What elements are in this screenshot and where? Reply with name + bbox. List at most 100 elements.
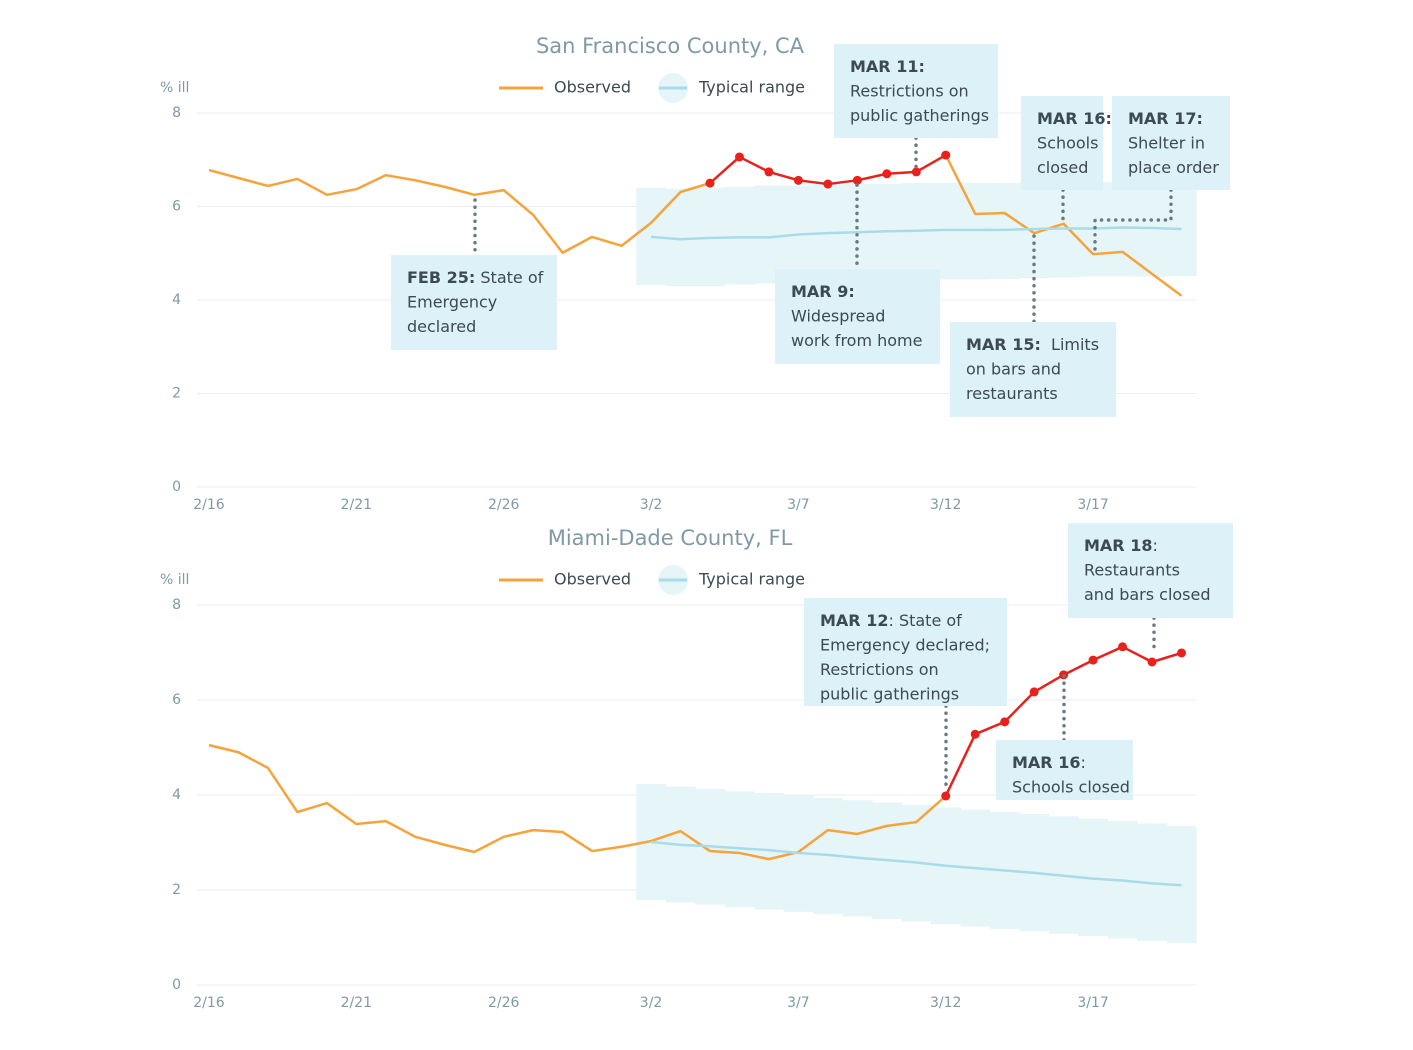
annotation-text: : <box>1152 536 1157 555</box>
annotation-text: Restrictions on <box>850 81 969 100</box>
typical-line <box>650 226 1182 241</box>
highlight-point <box>882 169 892 179</box>
annotation-text: Emergency declared; <box>820 635 990 654</box>
annotation-box <box>804 598 1007 706</box>
x-tick-label: 2/16 <box>193 497 225 513</box>
y-tick-label: 0 <box>172 977 181 993</box>
annotation-box <box>1068 523 1233 618</box>
x-tick-label: 3/2 <box>640 995 663 1011</box>
annotation-text: public gatherings <box>820 684 959 703</box>
legend-label: Observed <box>554 78 631 97</box>
highlight-point <box>1177 648 1187 658</box>
annotation-label: MAR 17: <box>1128 109 1203 128</box>
annotation: MAR 17: Shelter in place order <box>1128 109 1219 177</box>
annotation-text: Restrictions on <box>820 660 939 679</box>
x-tick-label: 3/7 <box>787 995 810 1011</box>
highlight-point <box>823 179 833 189</box>
x-tick-label: 2/21 <box>341 497 372 513</box>
x-tick-label: 2/26 <box>488 995 520 1011</box>
x-tick-label: 3/7 <box>787 497 810 513</box>
highlight-point <box>705 178 715 188</box>
highlight-point <box>1029 687 1039 697</box>
annotation-text: Restaurants <box>1084 560 1180 579</box>
plot: Miami-Dade County, FL % ill 0 2 4 6 8 2/16 2/21 2… <box>160 523 1233 1011</box>
y-tick-label: 2 <box>172 882 181 898</box>
annotation-label: MAR 11: <box>850 57 925 76</box>
annotation-text: State of <box>475 268 543 287</box>
annotation-text: Schools closed <box>1012 777 1130 796</box>
annotation-box <box>834 44 998 138</box>
annotation-text: Limits <box>1041 335 1099 354</box>
x-tick-label: 3/17 <box>1077 497 1108 513</box>
annotation: FEB 25: State of Emergency declared <box>407 268 544 336</box>
range-band <box>960 183 991 280</box>
annotation-label: MAR 15: <box>966 335 1041 354</box>
annotation: MAR 12: State of Emergency declared; Restr… <box>820 611 990 704</box>
y-axis-label: % ill <box>160 80 189 96</box>
annotation-box <box>775 269 940 364</box>
highlight-point <box>1118 642 1128 652</box>
highlight-point <box>911 167 921 177</box>
highlight-point <box>941 150 951 160</box>
annotation-text: closed <box>1037 158 1088 177</box>
annotation: MAR 16: Schools closed <box>1012 753 1130 797</box>
annotation-text: Shelter in <box>1128 133 1205 152</box>
y-tick-label: 6 <box>172 199 181 215</box>
annotation-text: place order <box>1128 158 1219 177</box>
annotation-text: : <box>1080 753 1085 772</box>
typical-line <box>650 840 1182 887</box>
annotation-text: restaurants <box>966 384 1058 403</box>
x-tick-label: 3/12 <box>930 497 961 513</box>
highlight-point <box>970 729 980 739</box>
annotation-box <box>950 322 1116 417</box>
x-tick-label: 3/12 <box>930 995 961 1011</box>
annotation-text: on bars and <box>966 359 1061 378</box>
annotation-text: : State of <box>888 611 962 630</box>
annotation: MAR 18: Restaurants and bars closed <box>1084 536 1211 604</box>
legend-label: Observed <box>554 570 631 589</box>
highlight-point <box>941 791 951 801</box>
y-tick-label: 4 <box>172 292 181 308</box>
x-tick-label: 2/16 <box>193 995 225 1011</box>
annotation: MAR 15: Limits on bars and restaurants <box>966 335 1099 403</box>
annotation-label: MAR 18 <box>1084 536 1152 555</box>
annotation: MAR 11: Restrictions on public gatherings <box>850 57 989 125</box>
highlight-point <box>1088 655 1098 665</box>
observed-line <box>944 154 1183 297</box>
y-tick-label: 4 <box>172 787 181 803</box>
annotation-box <box>391 255 557 350</box>
highlight-point <box>793 175 803 185</box>
legend-label: Typical range <box>698 570 805 589</box>
annotation-text: and bars closed <box>1084 585 1211 604</box>
annotation-text: declared <box>407 317 476 336</box>
annotation-box <box>996 740 1133 800</box>
highlight-point <box>764 167 774 177</box>
annotation: MAR 16: Schools closed <box>1037 109 1112 177</box>
highlight-point <box>852 175 862 185</box>
annotation-label: MAR 16 <box>1012 753 1080 772</box>
chart-title: San Francisco County, CA <box>536 34 805 58</box>
plot: San Francisco County, CA % ill 0 2 4 6 8 2/16 2/… <box>160 34 1230 513</box>
annotation-box <box>1021 96 1103 190</box>
range-band <box>754 185 785 284</box>
annotation-text: public gatherings <box>850 106 989 125</box>
annotation: MAR 9: Widespread work from home <box>791 282 922 350</box>
range-band <box>724 186 755 285</box>
y-tick-label: 6 <box>172 692 181 708</box>
observed-line <box>208 168 711 255</box>
y-tick-label: 2 <box>172 386 181 402</box>
annotation-box <box>1112 96 1230 190</box>
annotation-label: FEB 25: <box>407 268 475 287</box>
annotation-text: Widespread <box>791 306 885 325</box>
range-band <box>1107 182 1138 277</box>
chart-title: Miami-Dade County, FL <box>548 526 793 550</box>
x-tick-label: 2/26 <box>488 497 520 513</box>
observed-line <box>208 743 947 861</box>
y-tick-label: 8 <box>172 597 181 613</box>
y-tick-label: 0 <box>172 479 181 495</box>
annotation-text: work from home <box>791 331 922 350</box>
annotation-label: MAR 16: <box>1037 109 1112 128</box>
x-tick-label: 3/2 <box>640 497 663 513</box>
y-tick-label: 8 <box>172 105 181 121</box>
